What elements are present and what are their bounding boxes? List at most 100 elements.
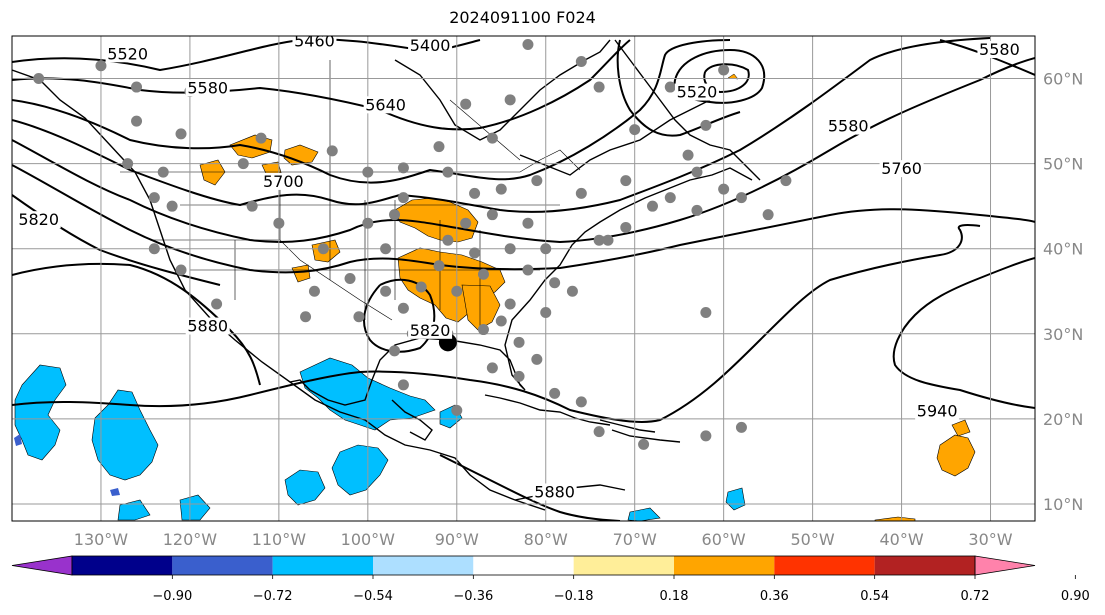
contour-label-bg bbox=[408, 321, 453, 339]
station-dot bbox=[638, 438, 650, 450]
station-dot bbox=[566, 285, 578, 297]
station-dot bbox=[700, 307, 712, 319]
station-dot bbox=[682, 149, 694, 161]
station-dot bbox=[397, 379, 409, 391]
station-dot bbox=[593, 426, 605, 438]
contour-label: 5820 bbox=[410, 321, 451, 340]
station-dot bbox=[397, 192, 409, 204]
station-dot bbox=[237, 158, 249, 170]
colorbar-tick-label: 0.90 bbox=[1061, 589, 1090, 604]
colorbar-segment bbox=[774, 556, 875, 575]
colorbar-frame bbox=[71, 555, 976, 576]
contour-label-bg bbox=[674, 83, 719, 101]
station-dot bbox=[718, 64, 730, 76]
station-dot bbox=[300, 311, 312, 323]
station-dot bbox=[362, 217, 374, 229]
map-background bbox=[12, 36, 1035, 521]
station-dot bbox=[469, 187, 481, 199]
colorbar-segment bbox=[473, 556, 574, 575]
station-dot bbox=[691, 204, 703, 216]
contour-label: 5880 bbox=[534, 482, 575, 501]
colorbar-segment bbox=[573, 556, 674, 575]
contour-label: 5520 bbox=[107, 44, 148, 63]
station-dot bbox=[718, 183, 730, 195]
positive-anomaly-shading bbox=[199, 134, 976, 521]
lat-tick-label: 40°N bbox=[1043, 240, 1083, 259]
contour-label-bg bbox=[16, 211, 61, 229]
station-dot bbox=[691, 166, 703, 178]
station-dot bbox=[362, 166, 374, 178]
contour-label-bg bbox=[532, 483, 577, 501]
colorbar-segment bbox=[373, 556, 474, 575]
station-dot bbox=[602, 234, 614, 246]
latitude-tick-labels: 60°N 50°N 40°N 30°N 20°N 10°N bbox=[1043, 70, 1083, 514]
station-dot bbox=[148, 192, 160, 204]
contour-label: 5640 bbox=[365, 95, 406, 114]
station-dot bbox=[415, 281, 427, 293]
lon-tick-label: 30°W bbox=[968, 530, 1012, 549]
colorbar-tick-label: −0.72 bbox=[253, 589, 293, 604]
lon-tick-label: 40°W bbox=[879, 530, 923, 549]
station-dot bbox=[700, 119, 712, 131]
station-dot bbox=[389, 345, 401, 357]
contour-label-bg bbox=[185, 79, 230, 97]
lon-tick-label: 70°W bbox=[613, 530, 657, 549]
station-dot bbox=[33, 73, 45, 85]
contour-label-bg bbox=[185, 317, 230, 335]
colorbar-segment bbox=[874, 556, 975, 575]
station-dot bbox=[380, 243, 392, 255]
gridlines bbox=[12, 36, 1035, 521]
contour-label: 5400 bbox=[410, 36, 451, 55]
lat-tick-label: 30°N bbox=[1043, 325, 1083, 344]
colorbar-tick-label: −0.18 bbox=[554, 589, 594, 604]
lon-tick-label: 100°W bbox=[341, 530, 396, 549]
colorbar-tick-label: 0.54 bbox=[860, 589, 889, 604]
station-dot bbox=[646, 200, 658, 212]
contour-label: 5580 bbox=[187, 78, 228, 97]
contour-label-bg bbox=[977, 41, 1022, 59]
lat-tick-label: 60°N bbox=[1043, 70, 1083, 89]
station-dot bbox=[575, 396, 587, 408]
station-dot bbox=[175, 128, 187, 140]
station-dot bbox=[273, 217, 285, 229]
contour-label: 5460 bbox=[294, 32, 335, 51]
station-dot bbox=[433, 141, 445, 153]
station-dot bbox=[735, 421, 747, 433]
station-dot bbox=[522, 217, 534, 229]
contour-label: 5580 bbox=[979, 40, 1020, 59]
contour-label: 5700 bbox=[263, 172, 304, 191]
station-dot bbox=[700, 430, 712, 442]
colorbar-tick-label: 0.72 bbox=[961, 589, 990, 604]
page-title: 2024091100 F024 bbox=[449, 8, 596, 27]
contour-label-bg bbox=[292, 36, 337, 50]
lon-tick-label: 60°W bbox=[702, 530, 746, 549]
colorbar-segment bbox=[674, 556, 775, 575]
contour-label-bg bbox=[261, 172, 306, 190]
station-dot bbox=[486, 362, 498, 374]
colorbar: −0.90 −0.72 −0.54 −0.36 −0.18 0.18 0.36 0.54 0.7… bbox=[11, 555, 1090, 604]
station-dot bbox=[620, 221, 632, 233]
station-dot bbox=[522, 264, 534, 276]
lat-tick-label: 50°N bbox=[1043, 155, 1083, 174]
colorbar-tick-label: −0.90 bbox=[152, 589, 192, 604]
station-dot bbox=[477, 324, 489, 336]
lat-tick-label: 20°N bbox=[1043, 410, 1083, 429]
station-dot bbox=[353, 311, 365, 323]
station-dot bbox=[664, 81, 676, 93]
station-dot bbox=[166, 200, 178, 212]
colorbar-tick-label: 0.18 bbox=[660, 589, 689, 604]
station-dot bbox=[495, 183, 507, 195]
station-dot bbox=[575, 56, 587, 68]
station-dot bbox=[131, 81, 143, 93]
station-dot bbox=[95, 60, 107, 72]
lat-tick-label: 10°N bbox=[1043, 495, 1083, 514]
station-dot bbox=[486, 132, 498, 144]
station-dot bbox=[504, 94, 516, 106]
station-dot bbox=[549, 277, 561, 289]
station-dot bbox=[255, 132, 267, 144]
colorbar-segment bbox=[172, 556, 273, 575]
station-dot bbox=[593, 234, 605, 246]
station-dot bbox=[131, 115, 143, 127]
contour-label-bg bbox=[363, 96, 408, 114]
lon-tick-label: 130°W bbox=[74, 530, 129, 549]
